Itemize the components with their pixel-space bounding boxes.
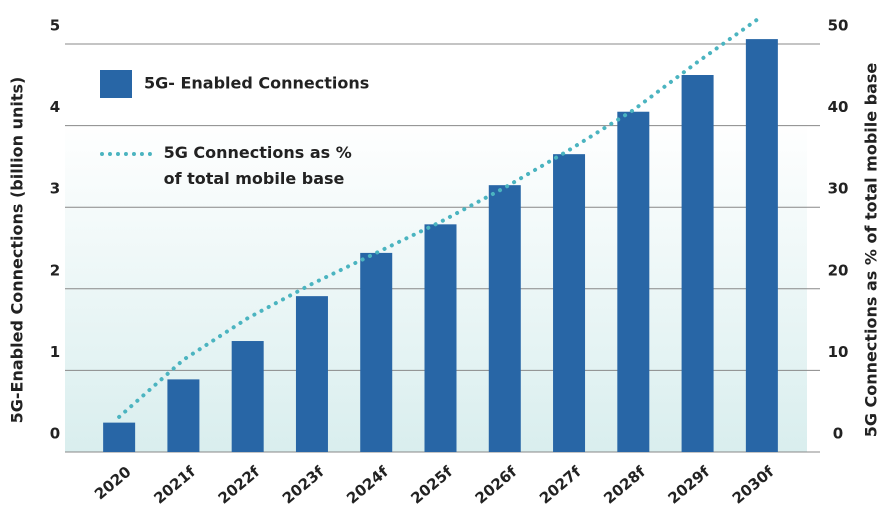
legend: 5G Connections as % of total mobile base bbox=[100, 140, 354, 192]
y2-tick-label: 0 bbox=[833, 425, 843, 443]
y-tick-label: 0 bbox=[50, 425, 60, 443]
y2-tick-label: 20 bbox=[828, 261, 849, 279]
y-tick-label: 5 bbox=[50, 17, 60, 35]
bar bbox=[295, 296, 328, 452]
y-tick-label: 2 bbox=[50, 261, 60, 279]
bar bbox=[488, 185, 521, 452]
bar bbox=[103, 422, 136, 452]
y2-tick-label: 50 bbox=[828, 17, 849, 35]
x-tick-label: 2024f bbox=[343, 462, 392, 505]
legend-label: 5G- Enabled Connections bbox=[144, 73, 370, 93]
x-tick-label: 2020 bbox=[91, 463, 135, 504]
bar bbox=[360, 252, 393, 452]
x-tick-label: 2027f bbox=[536, 462, 585, 505]
line bbox=[117, 14, 764, 419]
x-tick-label: 2030f bbox=[729, 462, 778, 505]
y2-axis-label: 5G Connections as % of total mobile base bbox=[862, 63, 881, 438]
y-tick-label: 3 bbox=[50, 180, 60, 198]
bar bbox=[167, 379, 200, 452]
x-tick-label: 2025f bbox=[407, 462, 456, 505]
y2-tick-label: 40 bbox=[828, 98, 849, 116]
x-tick-label: 2028f bbox=[600, 462, 649, 505]
bar bbox=[231, 341, 264, 452]
legend-label: 5G Connections as % of total mobile base bbox=[163, 143, 352, 188]
y-tick-label: 4 bbox=[50, 98, 60, 116]
y-axis-label: 5G-Enabled Connections (billion units) bbox=[8, 77, 27, 424]
x-tick-label: 2021f bbox=[150, 462, 199, 505]
x-tick-label: 2026f bbox=[472, 462, 521, 505]
legend: 5G- Enabled Connections bbox=[100, 70, 369, 98]
y2-tick-label: 30 bbox=[828, 180, 849, 198]
bar bbox=[553, 154, 586, 452]
y-tick-label: 1 bbox=[50, 343, 60, 361]
x-tick-label: 2029f bbox=[664, 462, 713, 505]
legend-swatch bbox=[100, 70, 132, 98]
bar bbox=[617, 111, 650, 452]
x-tick-label: 2023f bbox=[279, 462, 328, 505]
x-tick-label: 2022f bbox=[215, 462, 264, 505]
legend-swatch bbox=[100, 152, 152, 156]
bar bbox=[745, 39, 778, 452]
bar bbox=[681, 75, 714, 453]
bar bbox=[424, 224, 457, 452]
y2-tick-label: 10 bbox=[828, 343, 849, 361]
